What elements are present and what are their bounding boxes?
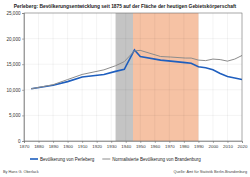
y-tick: 0 [18,139,24,144]
y-tick: 25,000 [6,11,24,16]
grid-line [169,13,170,141]
grid-line [24,115,242,116]
grid-line [24,64,242,65]
grid-line [24,38,242,39]
y-tick: 10,000 [6,88,24,93]
y-tick-mark [22,64,24,65]
legend-swatch [30,158,38,160]
y-tick-mark [22,13,24,14]
plot: 1870 1880 1890 1900 1910 1920 1930 1940 1950 1960… [6,11,247,149]
grid-line [198,13,199,141]
period-band [133,13,198,141]
x-tick-label: 1960 [150,144,160,149]
y-axis-line [22,14,25,142]
series-line [31,50,242,88]
x-tick-label: 2000 [209,144,219,149]
x-tick: 1940 [121,141,131,149]
legend: Bevölkerung von Perleberg Normalisierte B… [30,157,201,162]
x-tick: 2020 [238,141,248,149]
y-tick-label: 15,000 [6,62,20,67]
grid-line [125,13,126,141]
x-tick-label: 2010 [223,144,233,149]
y-tick: 15,000 [6,62,24,67]
y-tick-mark [22,90,24,91]
legend-label: Normalisierte Bevölkerung von Brandenbur… [112,157,201,162]
x-tick: 2000 [209,141,219,149]
x-tick-label: 1880 [34,144,44,149]
x-tick-label: 1940 [121,144,131,149]
y-tick-label: 0 [18,139,21,144]
x-tick: 1880 [34,141,44,149]
x-tick-label: 1910 [78,144,88,149]
x-tick: 1950 [136,141,146,149]
marks [31,13,242,141]
legend-swatch [102,159,110,160]
x-tick: 1890 [49,141,59,149]
x-tick: 1960 [150,141,160,149]
x-tick-label: 1900 [63,144,73,149]
x-tick-label: 1870 [20,144,30,149]
x-tick-label: 2020 [238,144,248,149]
plot-frame [24,13,242,141]
x-tick: 1970 [165,141,175,149]
x-tick-label: 1920 [92,144,102,149]
x-tick: 1910 [78,141,88,149]
grid [24,13,242,141]
grid-line [38,13,39,141]
y-tick: 5,000 [9,113,24,118]
x-tick: 2010 [223,141,233,149]
period-band [116,13,133,141]
grid-line [140,13,141,141]
y-tick-label: 5,000 [9,113,21,118]
x-tick-label: 1990 [194,144,204,149]
x-axis: 1870 1880 1890 1900 1910 1920 1930 1940 1950 1960… [20,141,248,149]
grid-line [24,89,242,90]
y-tick-mark [22,39,24,40]
x-tick-label: 1930 [107,144,117,149]
y-tick: 20,000 [6,37,24,42]
annotation: By Hans G. Oberlack [3,170,39,174]
series-line [31,50,242,89]
x-tick-label: 1890 [49,144,59,149]
grid-line [53,13,54,141]
y-axis: 0 5,000 10,000 15,000 20,000 25,000 [6,11,24,144]
x-tick-label: 1980 [179,144,189,149]
grid-line [154,13,155,141]
grid-line [96,13,97,141]
grid-line [67,13,68,141]
y-tick-label: 25,000 [6,11,20,16]
grid-line [183,13,184,141]
x-tick-label: 1950 [136,144,146,149]
annotation: Quelle: Amt für Statistik Berlin-Branden… [174,170,247,174]
grid-line [111,13,112,141]
legend-label: Bevölkerung von Perleberg [40,157,95,162]
x-tick: 1900 [63,141,73,149]
x-tick: 1870 [20,141,30,149]
x-tick: 1980 [179,141,189,149]
y-tick-mark [22,141,24,142]
grid-line [212,13,213,141]
x-tick: 1920 [92,141,102,149]
x-tick-label: 1970 [165,144,175,149]
y-tick-mark [22,115,24,116]
grid-line [227,13,228,141]
grid-line [82,13,83,141]
chart: Perleberg: Bevölkerungsentwicklung seit … [0,0,250,177]
title: Perleberg: Bevölkerungsentwicklung seit … [14,4,237,9]
y-tick-label: 10,000 [6,88,20,93]
x-tick: 1990 [194,141,204,149]
y-tick-label: 20,000 [6,37,20,42]
plot-background [24,13,242,141]
x-tick: 1930 [107,141,117,149]
